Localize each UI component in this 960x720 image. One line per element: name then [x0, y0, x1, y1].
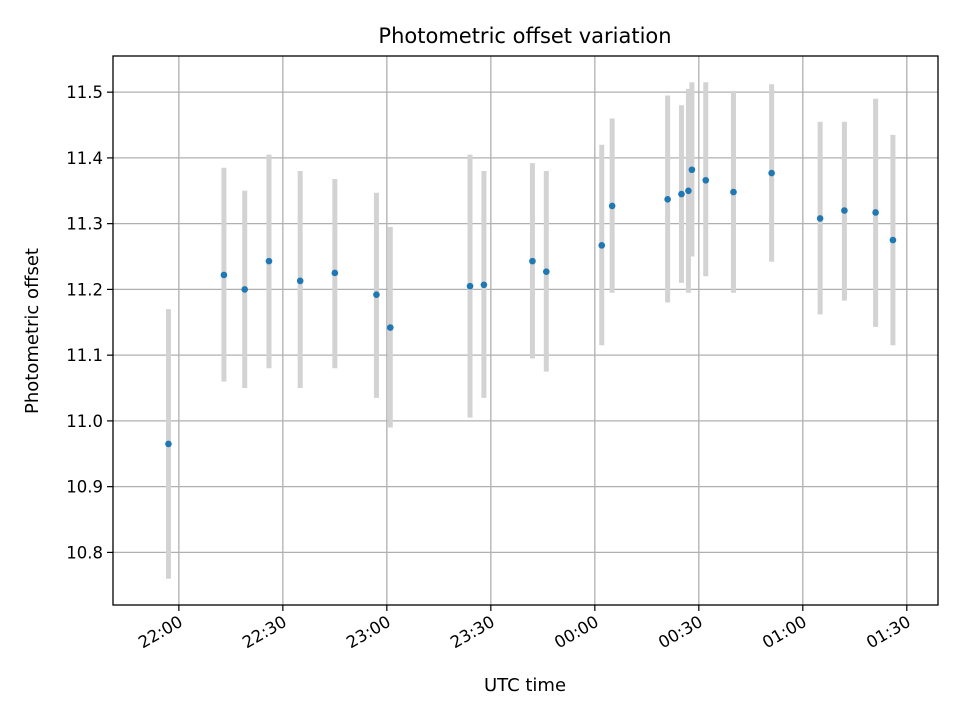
data-point: [598, 242, 606, 249]
data-point: [816, 215, 824, 222]
data-point: [265, 257, 273, 265]
data-point: [889, 236, 897, 244]
y-tick-label: 11.5: [66, 83, 103, 102]
data-point: [768, 169, 775, 177]
y-axis-label: Photometric offset: [22, 248, 43, 414]
data-point: [608, 202, 616, 210]
data-point: [685, 187, 692, 195]
data-point: [664, 196, 671, 203]
data-point: [331, 269, 339, 277]
y-axis-ticks: 10.8 10.9 11.0 11.1 11.2 11.3 11.4 11.5: [66, 83, 113, 562]
chart-title: Photometric offset variation: [378, 24, 671, 48]
y-tick-label: 11.4: [66, 149, 103, 168]
grid-lines: [113, 56, 938, 605]
y-tick-label: 11.0: [66, 412, 103, 431]
y-tick-label: 11.3: [66, 215, 103, 234]
data-point: [678, 190, 685, 198]
data-point: [702, 176, 710, 184]
data-point: [480, 281, 488, 289]
data-points: [165, 166, 897, 448]
x-axis-label: UTC time: [484, 675, 566, 696]
plot-frame: [112, 55, 939, 606]
data-point: [688, 166, 696, 174]
data-point: [387, 324, 394, 331]
data-point: [373, 291, 380, 298]
y-tick-label: 11.1: [66, 346, 103, 365]
data-point: [220, 271, 228, 279]
data-point: [466, 282, 474, 290]
data-point: [730, 188, 737, 196]
data-point: [165, 440, 172, 448]
data-point: [241, 286, 249, 293]
data-point: [872, 209, 879, 216]
data-point: [542, 268, 550, 275]
data-point: [529, 257, 536, 265]
y-tick-label: 11.2: [66, 280, 103, 299]
data-point: [296, 277, 304, 285]
data-point: [841, 207, 848, 214]
y-tick-label: 10.8: [66, 543, 103, 562]
y-tick-label: 10.9: [66, 478, 103, 497]
